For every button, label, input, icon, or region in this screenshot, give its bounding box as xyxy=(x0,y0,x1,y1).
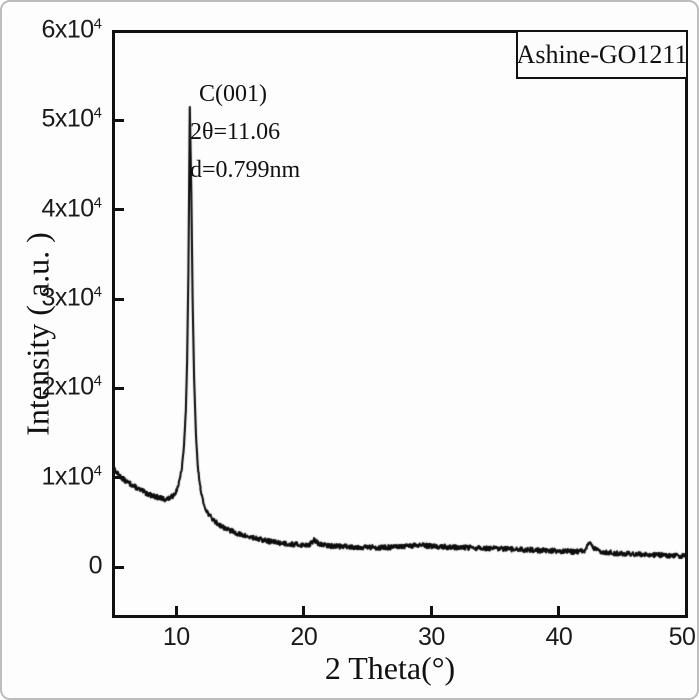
y-axis-tick xyxy=(115,476,124,480)
x-tick-label: 40 xyxy=(545,623,573,651)
y-tick-label: 4x104 xyxy=(41,193,102,222)
peak-annotation: C(001) 2θ=11.06 d=0.799nm xyxy=(190,75,300,189)
x-tick-label: 30 xyxy=(417,623,445,651)
peak-annotation-hkl: C(001) xyxy=(199,81,267,107)
y-tick-label: 5x104 xyxy=(41,104,102,133)
y-axis-title: Intensity ( a.u. ) xyxy=(19,232,56,436)
y-axis-tick xyxy=(115,208,124,212)
x-axis-tick xyxy=(302,606,306,615)
peak-annotation-d-spacing: d=0.799nm xyxy=(190,157,301,183)
legend-label: Ashine-GO1211 xyxy=(516,39,688,69)
x-axis-tick xyxy=(557,606,561,615)
legend-box: Ashine-GO1211 xyxy=(516,30,688,79)
x-tick-label: 20 xyxy=(290,623,318,651)
y-tick-label: 1x104 xyxy=(41,461,102,490)
plot-border xyxy=(112,30,688,618)
x-tick-label: 50 xyxy=(668,623,696,651)
x-axis-title: 2 Theta(°) xyxy=(324,650,456,686)
y-tick-label: 6x104 xyxy=(41,15,102,44)
y-axis-tick xyxy=(115,386,124,390)
peak-annotation-two-theta: 2θ=11.06 xyxy=(190,119,281,145)
y-axis-tick xyxy=(115,118,124,122)
y-tick-label: 3x104 xyxy=(41,283,102,312)
x-tick-label: 10 xyxy=(162,623,190,651)
y-tick-label: 0 xyxy=(88,551,103,580)
x-axis-tick xyxy=(429,606,433,615)
y-tick-label: 2x104 xyxy=(41,372,102,401)
x-axis-tick xyxy=(174,606,178,615)
y-axis-tick xyxy=(115,565,124,569)
y-axis-tick xyxy=(115,297,124,301)
